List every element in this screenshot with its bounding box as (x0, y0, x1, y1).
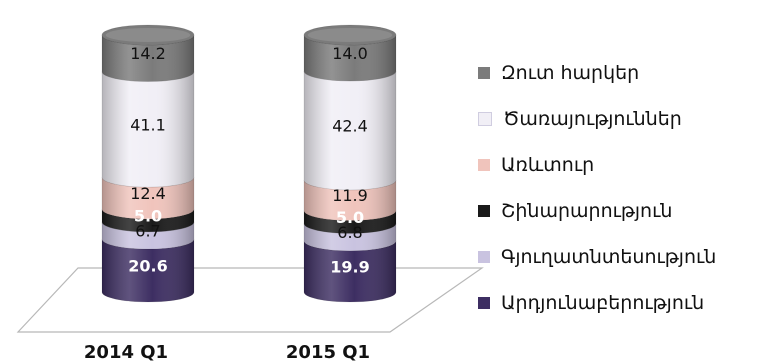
bar-segment-shading (102, 239, 194, 302)
bar-segment-shading (304, 240, 396, 302)
bar-top-cap-highlight (105, 28, 191, 42)
legend-item: Առևտուր (478, 142, 773, 188)
x-tick-label: 2015 Q1 (286, 342, 370, 362)
legend-label: Զուտ հարկեր (501, 62, 640, 84)
legend-label: Գյուղատնտեսություն (501, 246, 717, 268)
x-tick-label: 2014 Q1 (84, 342, 168, 362)
bar-segment-shading (102, 177, 194, 219)
data-label: 42.4 (332, 116, 368, 135)
data-label: 12.4 (130, 184, 166, 203)
data-label: 6.7 (135, 221, 160, 240)
legend-swatch (478, 205, 490, 217)
bar-segment-shading (102, 35, 194, 82)
legend-item: Շինարարություն (478, 188, 773, 234)
bar-segment-shading (304, 179, 396, 221)
legend-label: Ծառայություններ (503, 108, 682, 130)
legend-item: Արդյունաբերություն (478, 280, 773, 326)
legend-swatch (478, 67, 490, 79)
legend-item: Ծառայություններ (478, 96, 773, 142)
bar-stack-1: 20.6 6.75.0 12.4 41.1 14.2 (101, 24, 195, 303)
bar-segment-shading (102, 71, 194, 188)
legend: Զուտ հարկեր Ծառայություններ Առևտուր Շինարար… (478, 50, 773, 326)
legend-swatch (478, 112, 492, 126)
bar-segment-shading (304, 223, 396, 251)
legend-swatch (478, 251, 490, 263)
legend-label: Շինարարություն (501, 200, 673, 222)
bar-top-cap (303, 24, 397, 46)
legend-swatch (478, 297, 490, 309)
legend-swatch (478, 159, 490, 171)
bars-layer: 20.66.75.012.441.114.219.96.85.011.942.4… (101, 24, 397, 303)
bar-segment-shading (102, 208, 194, 232)
chart-floor (16, 267, 484, 333)
legend-item: Զուտ հարկեր (478, 50, 773, 96)
data-label: 5.0 (134, 206, 162, 225)
bar-segment-shading (304, 210, 396, 234)
bar-segment-shading (304, 35, 396, 81)
bar-segment-shading (102, 221, 194, 250)
bar-stack-2: 19.9 6.85.0 11.9 42.4 14.0 (303, 24, 397, 303)
data-label: 6.8 (337, 223, 362, 242)
legend-label: Արդյունաբերություն (501, 292, 705, 314)
data-label: 19.9 (330, 257, 369, 276)
data-label: 14.2 (130, 44, 166, 63)
legend-item: Գյուղատնտեսություն (478, 234, 773, 280)
data-label: 14.0 (332, 44, 368, 63)
data-label: 41.1 (130, 115, 166, 134)
bar-segment-shading (304, 70, 396, 190)
data-label: 20.6 (128, 257, 167, 276)
legend-label: Առևտուր (501, 154, 595, 176)
data-label: 11.9 (332, 186, 368, 205)
data-label: 5.0 (336, 208, 364, 227)
x-axis-labels: 2014 Q1 2015 Q1 (84, 342, 370, 362)
bar-top-cap-highlight (307, 28, 393, 42)
bar-top-cap (101, 24, 195, 46)
